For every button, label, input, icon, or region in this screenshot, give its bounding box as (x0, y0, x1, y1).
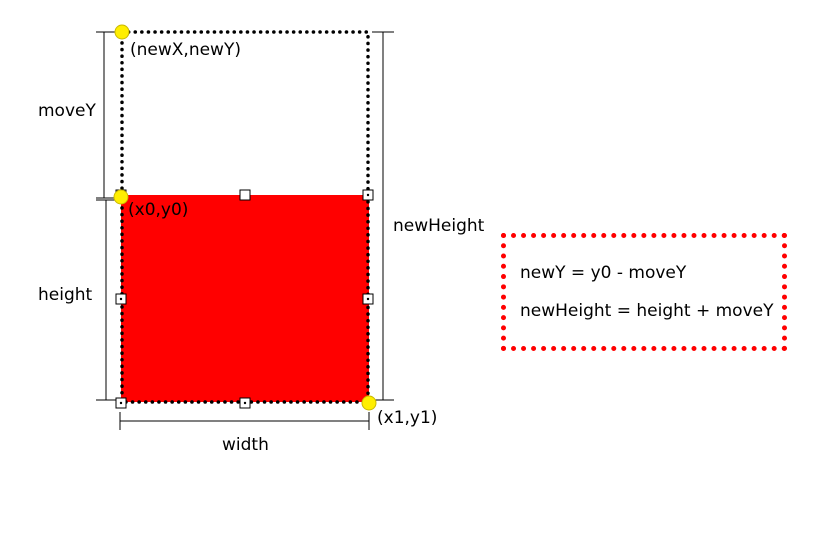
height-dimension (96, 199, 118, 401)
handle-center-dots (119, 193, 370, 405)
newheight-label: newHeight (393, 216, 485, 236)
end-point-marker (361, 395, 377, 411)
movey-label: moveY (38, 101, 96, 121)
new-point-marker (114, 24, 130, 40)
origin-point-label: (x0,y0) (128, 200, 189, 220)
width-dimension (119, 412, 370, 430)
newheight-dimension (372, 31, 394, 401)
end-point-label: (x1,y1) (377, 408, 438, 428)
origin-point-marker (113, 189, 129, 205)
width-label: width (222, 435, 269, 455)
handle-top-middle[interactable] (239, 189, 251, 201)
height-label: height (38, 285, 93, 305)
movey-dimension (96, 31, 120, 199)
formula-box: newY = y0 - moveY newHeight = height + m… (501, 233, 787, 351)
formula-new-y: newY = y0 - moveY (520, 263, 687, 283)
original-rect (121, 195, 369, 402)
formula-new-height: newHeight = height + moveY (520, 301, 774, 321)
new-point-label: (newX,newY) (130, 40, 241, 60)
